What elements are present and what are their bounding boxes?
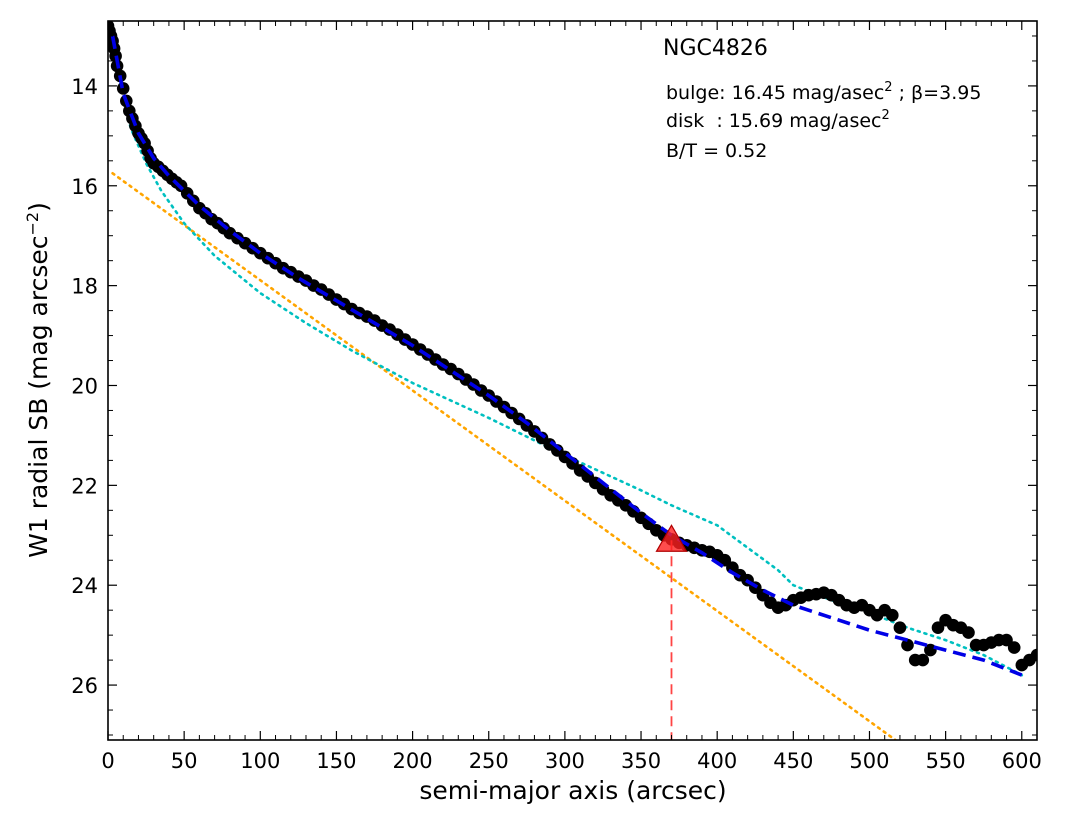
y-axis-title-close: ) <box>24 202 53 212</box>
data-point <box>886 608 899 622</box>
data-point <box>924 643 937 657</box>
y-tick-label: 14 <box>71 75 98 99</box>
y-tick-label: 26 <box>71 674 98 698</box>
bulge-annotation-prefix: bulge: 16.45 mag/asec <box>666 82 884 104</box>
x-tick-label: 100 <box>240 749 280 773</box>
y-tick-label: 24 <box>71 574 98 598</box>
plot-frame <box>107 20 1038 741</box>
data-point <box>1030 648 1037 662</box>
x-tick-label: 150 <box>316 749 356 773</box>
y-tick-label: 16 <box>71 175 98 199</box>
disk-model-line <box>111 172 897 740</box>
disk-annotation-prefix: disk : 15.69 mag/asec <box>666 110 882 132</box>
y-axis-title-main: W1 radial SB (mag arcsec <box>24 236 53 558</box>
plot-area <box>108 21 1037 740</box>
bulge-model-line <box>111 34 1024 677</box>
x-axis-title: semi-major axis (arcsec) <box>419 776 726 805</box>
data-point <box>901 638 914 652</box>
axis-ticks: 0 50 100 150 200 250 300 350 400 450 500 550 600 14 16… <box>71 21 1042 773</box>
y-axis-title-sup: −2 <box>23 212 42 236</box>
y-tick-label: 20 <box>71 374 98 398</box>
chart-title: NGC4826 <box>663 36 768 61</box>
bt-annotation: B/T = 0.52 <box>666 140 767 162</box>
x-tick-label: 200 <box>393 749 433 773</box>
bulge-annotation-sup: 2 <box>884 80 892 95</box>
plot-clipped-group <box>108 21 1037 740</box>
data-point <box>893 621 907 634</box>
x-tick-label: 300 <box>545 749 585 773</box>
x-tick-label: 550 <box>926 749 966 773</box>
x-tick-label: 500 <box>849 749 889 773</box>
total-model-line <box>110 35 1023 677</box>
disk-annotation-sup: 2 <box>882 108 890 123</box>
y-tick-label: 22 <box>71 474 98 498</box>
disk-annotation: disk : 15.69 mag/asec2 <box>666 108 890 132</box>
x-tick-label: 250 <box>469 749 509 773</box>
data-point <box>1007 641 1021 654</box>
bulge-annotation: bulge: 16.45 mag/asec2 ; β=3.95 <box>666 80 981 104</box>
x-tick-label: 50 <box>171 749 198 773</box>
marker-triangle <box>655 524 688 552</box>
y-axis-title: W1 radial SB (mag arcsec−2) <box>23 202 53 558</box>
x-tick-label: 400 <box>697 749 737 773</box>
data-point <box>916 653 930 667</box>
x-tick-label: 350 <box>621 749 661 773</box>
x-tick-label: 450 <box>773 749 813 773</box>
bulge-annotation-beta: ; β=3.95 <box>893 82 982 104</box>
y-tick-label: 18 <box>71 275 98 299</box>
data-point <box>962 626 975 639</box>
x-tick-label: 0 <box>101 749 114 773</box>
x-tick-label: 600 <box>1002 749 1042 773</box>
